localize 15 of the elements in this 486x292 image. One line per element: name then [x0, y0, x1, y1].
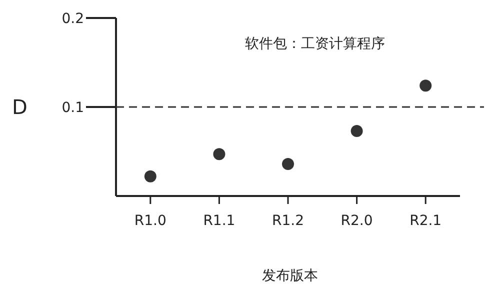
point	[350, 125, 363, 138]
ref-line-label: D	[12, 95, 28, 119]
x-tick-label: R1.1	[203, 213, 236, 229]
x-tick-label: R1.0	[134, 213, 166, 229]
y-tick-label: 0.1	[62, 100, 84, 116]
point	[282, 158, 294, 170]
point	[144, 170, 156, 182]
y-tick-label: 0.2	[62, 11, 84, 27]
point	[420, 80, 432, 92]
point	[213, 148, 226, 160]
x-tick-label: R2.0	[340, 213, 373, 229]
x-axis-title: 发布版本	[262, 268, 318, 284]
text: 软件包：工资计算程序	[245, 36, 385, 52]
x-tick-label: R2.1	[410, 213, 442, 229]
x-tick-label: R1.2	[272, 213, 304, 229]
